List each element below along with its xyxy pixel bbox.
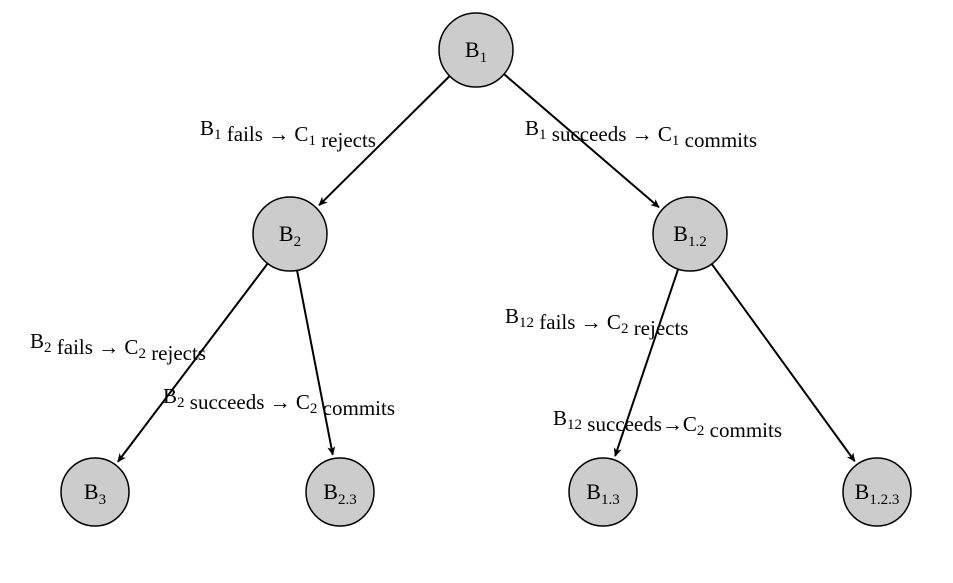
node-B123: B1.2.3 — [843, 458, 911, 526]
edge-B2-B23 — [297, 270, 333, 454]
node-B12: B1.2 — [653, 197, 727, 271]
node-B2: B2 — [253, 197, 327, 271]
edge-labels-layer: B1 fails → C1 rejects B1 succeeds → C1 co… — [30, 116, 782, 442]
node-B3: B3 — [61, 458, 129, 526]
node-B23: B2.3 — [306, 458, 374, 526]
node-B13: B1.3 — [569, 458, 637, 526]
edge-label-B2-B23: B2 succeeds → C2 commits — [163, 384, 395, 420]
edge-label-B12-B13: B12 fails → C2 rejects — [505, 304, 688, 340]
edge-label-B1-B12: B1 succeeds → C1 commits — [525, 116, 757, 152]
edge-label-B12-B123: B12 succeeds→C2 commits — [553, 406, 782, 442]
decision-tree-diagram: B1 fails → C1 rejects B1 succeeds → C1 co… — [0, 0, 953, 583]
edge-label-B2-B3: B2 fails → C2 rejects — [30, 329, 206, 365]
node-B1: B1 — [439, 13, 513, 87]
nodes-layer: B1 B2 B1.2 B3 B2.3 B1.3 B1.2.3 — [61, 13, 911, 526]
edge-label-B1-B2: B1 fails → C1 rejects — [200, 116, 376, 152]
